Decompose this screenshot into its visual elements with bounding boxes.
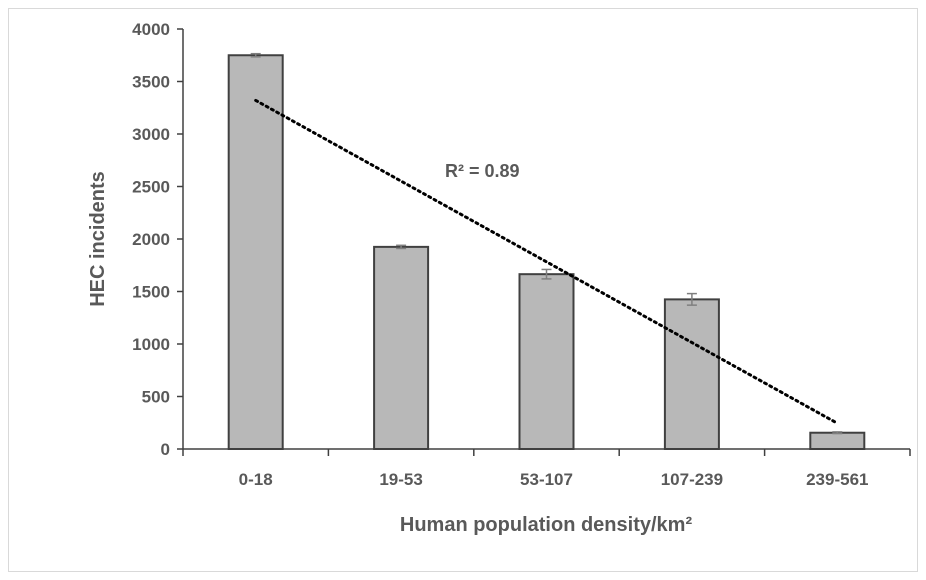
trendline — [254, 98, 839, 425]
error-bar-19-53 — [396, 244, 407, 250]
bar-19-53 — [373, 245, 430, 450]
error-bar-239-561 — [832, 431, 843, 435]
chart-frame — [8, 8, 918, 572]
x-tick-label: 19-53 — [379, 470, 422, 489]
bar-0-18 — [227, 54, 284, 450]
y-tick-label: 1000 — [132, 335, 170, 354]
y-axis-ticks: 0 500 1000 1500 2000 2500 3000 3500 4000 — [132, 20, 184, 459]
y-axis-title: HEC incidents — [87, 171, 109, 307]
error-bar-53-107 — [541, 268, 552, 280]
x-tick-label: 107-239 — [661, 470, 723, 489]
bar-239-561 — [809, 431, 866, 451]
y-tick-label: 3000 — [132, 125, 170, 144]
error-bar-0-18 — [250, 52, 261, 58]
x-tick-label: 53-107 — [520, 470, 573, 489]
x-tick-label: 239-561 — [806, 470, 868, 489]
y-tick-label: 2000 — [132, 230, 170, 249]
bar-53-107 — [518, 273, 575, 450]
r-squared-annotation: R² = 0.89 — [445, 161, 520, 181]
y-tick-label: 3500 — [132, 73, 170, 92]
y-tick-label: 4000 — [132, 20, 170, 39]
x-tick-label: 0-18 — [239, 470, 273, 489]
y-tick-label: 2500 — [132, 178, 170, 197]
x-axis-title: Human population density/km² — [400, 514, 693, 536]
bar-107-239 — [663, 298, 720, 450]
y-tick-label: 0 — [161, 440, 170, 459]
error-bar-107-239 — [686, 292, 697, 306]
x-axis-ticks: 0-18 19-53 53-107 107-239 239-561 — [182, 449, 911, 489]
bars-group — [227, 54, 866, 451]
error-bars-group — [250, 52, 843, 435]
y-tick-label: 1500 — [132, 283, 170, 302]
y-tick-label: 500 — [142, 388, 170, 407]
